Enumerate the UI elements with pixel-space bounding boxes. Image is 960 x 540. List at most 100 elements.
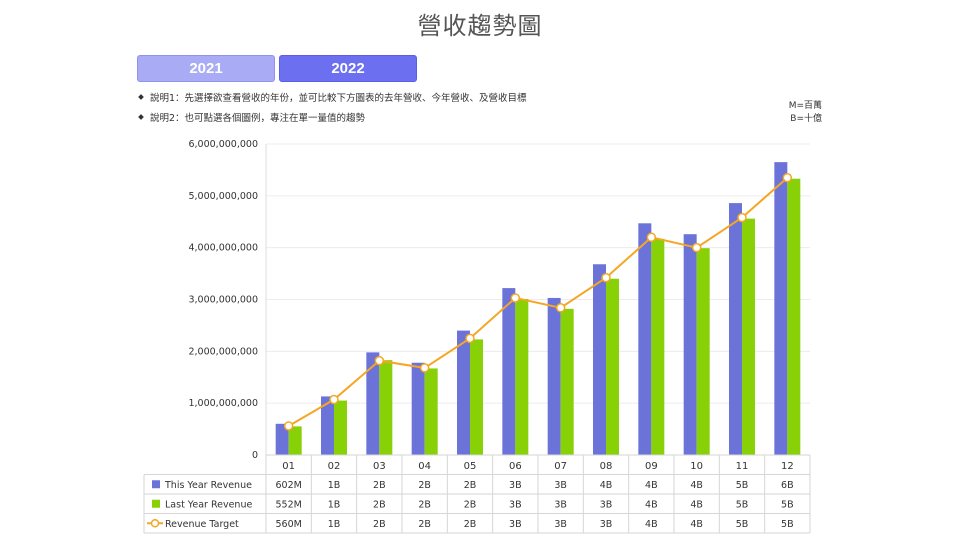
target-point[interactable]: [374, 355, 385, 366]
year-tab-2021[interactable]: 2021: [137, 55, 275, 82]
y-tick-label: 0: [252, 450, 258, 461]
unit-billion-label: B=十億: [790, 114, 822, 124]
this-year-bar[interactable]: [593, 264, 606, 455]
this-year-bar[interactable]: [729, 203, 742, 455]
last-year-bar[interactable]: [651, 238, 665, 455]
last-year-bar[interactable]: [379, 360, 393, 455]
target-point[interactable]: [782, 172, 793, 183]
last-year-bar[interactable]: [787, 178, 801, 455]
table-cell: 4B: [690, 499, 703, 510]
last-year-bar[interactable]: [424, 368, 438, 455]
target-point[interactable]: [691, 242, 702, 253]
y-tick-label: 6,000,000,000: [188, 139, 258, 150]
table-cell: 1B: [328, 499, 341, 510]
table-cell: 2B: [373, 480, 386, 491]
legend-this-year-swatch[interactable]: [152, 480, 160, 489]
last-year-bar[interactable]: [606, 278, 619, 455]
table-cell: 2B: [418, 480, 431, 491]
this-year-bar[interactable]: [321, 396, 334, 455]
this-year-bar[interactable]: [547, 297, 561, 455]
table-cell: 3B: [554, 499, 567, 510]
table-cell: 3B: [509, 499, 522, 510]
this-year-bar[interactable]: [411, 362, 425, 455]
target-point[interactable]: [419, 363, 430, 373]
instruction-text-1: 說明1：先選擇欲查看營收的年份，並可比較下方圖表的去年營收、今年營收、及營收目標: [150, 93, 527, 104]
table-cell: 2B: [373, 499, 386, 510]
target-point[interactable]: [465, 333, 475, 344]
this-year-bar[interactable]: [502, 288, 516, 455]
instruction-text-2: 說明2：也可點選各個圖例，專注在單一量值的趨勢: [150, 113, 366, 124]
target-point[interactable]: [601, 272, 611, 283]
target-point[interactable]: [283, 421, 294, 431]
table-cell: 5B: [781, 499, 794, 510]
legend-target-swatch-marker[interactable]: [150, 519, 160, 528]
target-line: [288, 176, 788, 427]
last-year-bar[interactable]: [470, 339, 483, 455]
instruction-note-1: 說明1：先選擇欲查看營收的年份，並可比較下方圖表的去年營收、今年營收、及營收目標: [138, 90, 527, 104]
table-cell: 2B: [464, 480, 477, 491]
table-cell: 2B: [373, 519, 386, 530]
last-year-bar[interactable]: [742, 218, 755, 455]
table-cell: 3B: [600, 499, 613, 510]
table-cell: 2B: [464, 499, 477, 510]
table-cell: 5B: [781, 519, 794, 530]
target-point[interactable]: [510, 293, 521, 303]
page-title: 營收趨勢圖: [417, 12, 543, 40]
table-cell: 4B: [645, 499, 658, 510]
x-tick-label: 11: [736, 461, 749, 472]
table-cell: 2B: [418, 519, 431, 530]
table-cell: 3B: [554, 480, 567, 491]
legend-label[interactable]: Revenue Target: [165, 519, 239, 530]
table-cell: 4B: [645, 519, 658, 530]
last-year-bar[interactable]: [288, 426, 302, 455]
table-cell: 3B: [509, 519, 522, 530]
last-year-bar[interactable]: [696, 248, 710, 455]
last-year-bar[interactable]: [560, 308, 574, 455]
this-year-bar[interactable]: [774, 162, 788, 455]
y-tick-label: 4,000,000,000: [188, 243, 258, 254]
this-year-bar[interactable]: [683, 234, 697, 455]
table-cell: 3B: [600, 519, 613, 530]
legend-last-year-swatch[interactable]: [152, 499, 160, 508]
y-tick-label: 3,000,000,000: [188, 295, 258, 306]
x-tick-label: 02: [328, 461, 341, 472]
last-year-bar[interactable]: [515, 298, 529, 455]
table-cell: 552M: [275, 499, 301, 510]
table-cell: 2B: [418, 499, 431, 510]
legend-label[interactable]: Last Year Revenue: [165, 499, 252, 510]
last-year-bar[interactable]: [334, 400, 347, 455]
year-selector: 2021 2022: [137, 55, 417, 82]
table-cell: 6B: [781, 480, 794, 491]
target-point[interactable]: [646, 232, 657, 243]
x-tick-label: 01: [282, 461, 295, 472]
target-point[interactable]: [329, 394, 339, 405]
target-point[interactable]: [737, 212, 747, 223]
this-year-bar[interactable]: [457, 330, 470, 455]
table-cell: 5B: [736, 519, 749, 530]
table-cell: 4B: [645, 480, 658, 491]
this-year-bar[interactable]: [638, 223, 652, 455]
instruction-note-2: 說明2：也可點選各個圖例，專注在單一量值的趨勢: [138, 110, 366, 124]
year-tab-2022[interactable]: 2022: [279, 55, 417, 82]
x-tick-label: 12: [781, 461, 794, 472]
table-cell: 5B: [736, 480, 749, 491]
table-cell: 1B: [328, 519, 341, 530]
unit-legend: M=百萬 B=十億: [789, 100, 822, 126]
y-tick-label: 1,000,000,000: [188, 398, 258, 409]
target-point[interactable]: [555, 303, 566, 313]
table-cell: 5B: [736, 499, 749, 510]
table-cell: 4B: [690, 519, 703, 530]
this-year-bar[interactable]: [275, 423, 289, 455]
x-tick-label: 07: [554, 461, 567, 472]
x-tick-label: 04: [418, 461, 431, 472]
this-year-bar[interactable]: [366, 352, 380, 455]
unit-million-label: M=百萬: [788, 101, 822, 111]
x-tick-label: 10: [690, 461, 703, 472]
table-cell: 3B: [554, 519, 567, 530]
table-cell: 4B: [600, 480, 613, 491]
x-tick-label: 06: [509, 461, 522, 472]
legend-label[interactable]: This Year Revenue: [164, 480, 252, 491]
y-tick-label: 2,000,000,000: [188, 346, 258, 357]
table-cell: 1B: [328, 480, 341, 491]
